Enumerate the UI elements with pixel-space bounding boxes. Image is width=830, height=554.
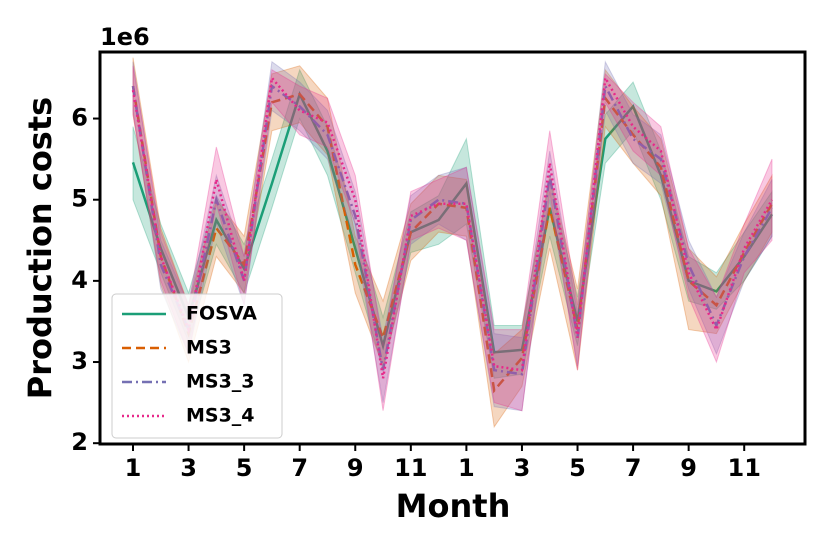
confidence-band	[132, 65, 773, 412]
series-line	[131, 85, 774, 394]
x-tick-label: 5	[569, 454, 586, 482]
x-tick-label: 9	[347, 454, 364, 482]
x-tick-label: 1	[125, 454, 142, 482]
x-tick-label: 11	[728, 454, 761, 482]
x-axis-label: Month	[396, 487, 511, 525]
legend-label: MS3_3	[186, 371, 255, 393]
confidence-band	[132, 57, 773, 429]
legend-label: FOSVA	[186, 303, 257, 325]
confidence-band	[132, 60, 773, 412]
legend-box	[111, 293, 283, 439]
y-tick-label: 3	[71, 347, 88, 375]
y-tick-label: 5	[71, 185, 88, 213]
x-tick-label: 3	[180, 454, 197, 482]
y-tick-label: 2	[71, 428, 88, 456]
legend-label: MS3_4	[186, 405, 255, 427]
plot-frame	[98, 50, 807, 446]
confidence-band	[132, 68, 773, 379]
legend-label: MS3	[186, 337, 232, 359]
y-axis-label: Production costs	[21, 97, 59, 399]
x-tick-label: 7	[291, 454, 308, 482]
y-tick-label: 6	[71, 104, 88, 132]
x-tick-label: 7	[625, 454, 642, 482]
x-tick-label: 11	[394, 454, 427, 482]
y-tick-label: 4	[71, 266, 88, 294]
x-tick-label: 3	[514, 454, 531, 482]
x-tick-label: 5	[236, 454, 253, 482]
x-tick-label: 1	[458, 454, 475, 482]
x-tick-label: 9	[680, 454, 697, 482]
series-line	[131, 73, 774, 379]
y-offset-label: 1e6	[100, 23, 150, 51]
